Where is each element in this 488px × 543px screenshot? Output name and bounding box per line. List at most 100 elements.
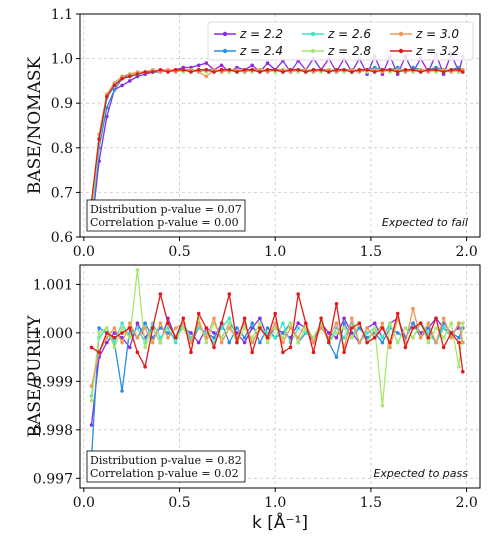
data-point [388, 345, 392, 350]
data-point [235, 326, 239, 330]
data-point [105, 331, 109, 335]
data-point [395, 331, 400, 335]
data-point [426, 340, 431, 345]
x-tick-label: 1.0 [264, 495, 286, 511]
data-point [288, 326, 293, 330]
y-tick-label: 0.7 [51, 185, 73, 201]
data-point [441, 335, 446, 340]
y-tick-label: 0.8 [51, 141, 73, 157]
y-tick-label: 0.997 [33, 471, 73, 487]
data-point [135, 335, 140, 340]
data-point [212, 335, 216, 340]
data-point [265, 68, 270, 72]
data-point [273, 311, 278, 316]
data-point [219, 63, 224, 68]
data-point [128, 79, 132, 83]
data-point [166, 335, 170, 340]
data-point [250, 321, 254, 326]
data-point [434, 340, 438, 345]
data-point [242, 340, 247, 345]
annotation-text: Expected to fail [382, 216, 468, 229]
data-point [388, 340, 392, 345]
data-point [334, 355, 339, 359]
data-point [304, 70, 308, 74]
data-point [120, 321, 124, 326]
data-point [296, 321, 301, 326]
y-tick-label: 0.9 [51, 96, 73, 112]
series-line-32 [90, 69, 464, 202]
data-point [449, 321, 454, 326]
data-point [173, 68, 178, 72]
data-point [204, 335, 209, 340]
data-point [212, 345, 216, 350]
data-point [342, 321, 346, 326]
legend-marker [398, 31, 404, 37]
data-point [457, 68, 461, 72]
data-point [181, 68, 186, 72]
data-point [166, 321, 170, 326]
data-point [219, 340, 224, 345]
data-point [327, 70, 331, 74]
data-point [158, 321, 163, 326]
legend-marker [310, 48, 316, 54]
data-point [128, 74, 132, 79]
data-point [250, 68, 254, 72]
stats-box [86, 199, 246, 232]
bottom-panel: 0.0 0.5 1.0 1.5 2.0 0.997 0.998 0.999 1.000 1.001… [25, 264, 481, 533]
data-point [311, 350, 316, 355]
data-point [380, 68, 385, 72]
data-point [128, 345, 132, 350]
data-point [461, 321, 465, 326]
y-tick-label: 1.000 [33, 326, 73, 342]
data-point [365, 68, 369, 72]
data-point [219, 68, 224, 72]
data-point [403, 68, 408, 72]
data-point [334, 302, 339, 306]
data-point [135, 268, 140, 272]
data-point [372, 321, 377, 326]
data-point [250, 350, 254, 355]
data-point [105, 326, 109, 330]
data-point [411, 326, 415, 330]
data-point [227, 340, 232, 345]
data-point [426, 68, 431, 72]
x-tick-label: 0.0 [73, 495, 95, 511]
data-point [342, 335, 346, 340]
data-point [304, 321, 308, 326]
data-point [296, 68, 301, 72]
data-point [212, 331, 216, 335]
data-point [196, 321, 201, 326]
data-point [296, 335, 301, 340]
data-point [97, 331, 101, 335]
data-point [265, 340, 270, 345]
data-point [158, 340, 163, 345]
data-point [204, 68, 209, 72]
data-point [350, 326, 354, 330]
data-point [327, 340, 331, 345]
data-point [235, 340, 239, 345]
series-line-26 [90, 69, 464, 220]
data-point [319, 68, 323, 72]
series-group [89, 268, 465, 461]
data-point [418, 321, 423, 326]
data-point [411, 321, 415, 326]
data-point [334, 68, 339, 72]
data-point [97, 137, 101, 141]
data-point [250, 340, 254, 345]
data-point [227, 326, 232, 330]
data-point [311, 340, 316, 345]
data-point [242, 335, 247, 340]
y-tick-label: 1.1 [51, 7, 73, 23]
x-tick-label: 1.0 [264, 244, 286, 260]
data-point [426, 335, 431, 340]
data-point [112, 326, 117, 330]
data-point [380, 403, 385, 408]
data-point [273, 68, 278, 72]
data-point [196, 311, 201, 316]
data-point [380, 326, 385, 330]
legend-label: z = 2.2 [239, 27, 283, 41]
data-point [128, 335, 132, 340]
data-point [150, 326, 155, 330]
legend-marker [222, 48, 228, 54]
data-point [365, 326, 369, 330]
